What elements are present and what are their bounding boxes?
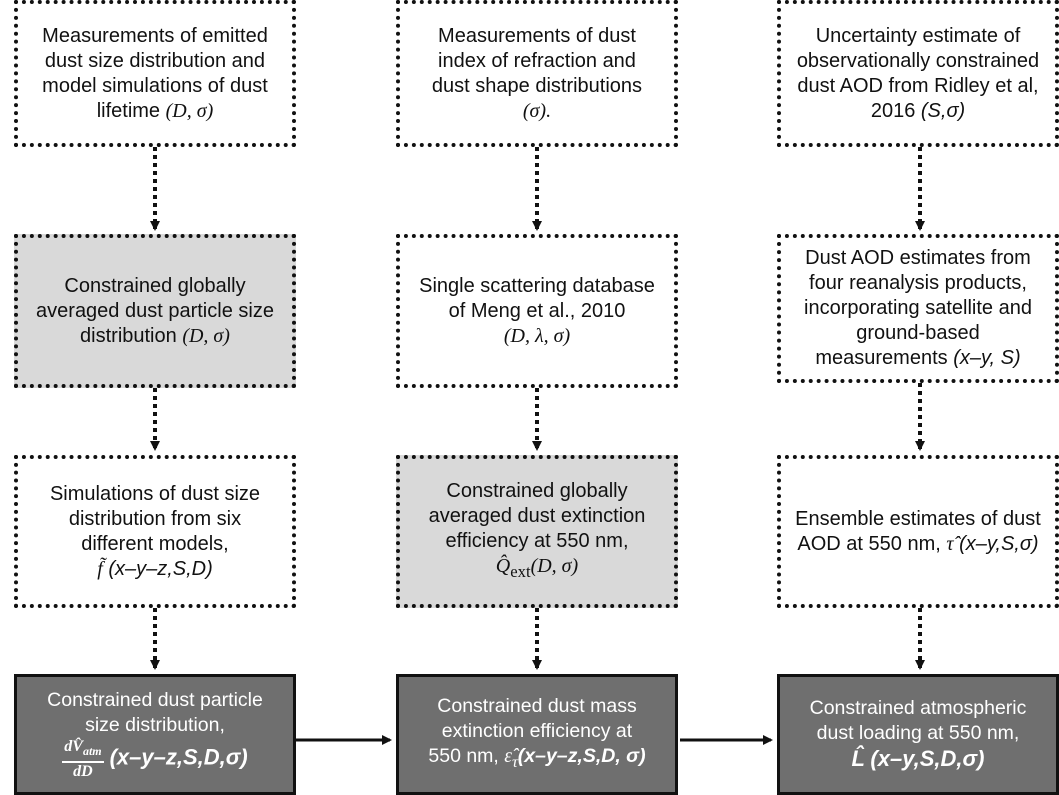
math-vars: (D, λ, σ)	[503, 324, 571, 347]
fraction: dV̂atm dD	[62, 738, 104, 780]
math-vars: (σ).	[522, 99, 552, 122]
text-line: Constrained globally	[64, 274, 246, 297]
math-symbol: Q̂	[495, 555, 511, 577]
math-vars: (D, σ)	[530, 555, 579, 577]
text-line: Constrained dust mass	[437, 695, 637, 718]
node-ensemble-aod: Ensemble estimates of dust AOD at 550 nm…	[777, 455, 1059, 608]
text-line: distribution	[80, 324, 177, 347]
text-line: averaged dust extinction	[428, 505, 646, 527]
text-line: size distribution,	[85, 714, 225, 737]
text-line: AOD at 550 nm,	[797, 532, 941, 555]
text-line: dust loading at 550 nm,	[816, 722, 1020, 744]
node-scattering-db: Single scattering database of Meng et al…	[396, 234, 678, 388]
text-line: Constrained atmospheric	[809, 697, 1027, 719]
node-psd-constrained: Constrained dust particle size distribut…	[14, 674, 296, 795]
text-line: ground-based	[856, 322, 980, 344]
node-extinction-global: Constrained globally averaged dust extin…	[396, 455, 678, 608]
text-line: averaged dust particle size	[36, 299, 274, 322]
node-refraction: Measurements of dust index of refraction…	[396, 0, 678, 147]
text-line: lifetime	[96, 99, 161, 122]
node-loading-constrained: Constrained atmospheric dust loading at …	[777, 674, 1059, 795]
text-line: 550 nm,	[428, 745, 499, 768]
math-vars: (x–y–z,S,D, σ)	[517, 745, 646, 768]
node-mee-constrained: Constrained dust mass extinction efficie…	[396, 674, 678, 795]
text-line: Measurements of dust	[438, 24, 636, 47]
math-symbol: f̃	[97, 557, 103, 580]
text-line: index of refraction and	[438, 49, 636, 72]
math-symbol: ε̂	[504, 746, 512, 768]
math-subscript: τ	[511, 752, 518, 771]
math-symbol: τ̂	[946, 532, 954, 555]
text-line: observationally constrained	[796, 49, 1040, 72]
fraction-subscript: atm	[82, 744, 102, 759]
math-vars: (D, σ)	[165, 99, 214, 122]
math-vars: (x–y,S,D,σ)	[870, 746, 985, 771]
math-vars: (x–y–z,S,D,σ)	[109, 744, 248, 770]
text-line: Single scattering database	[419, 274, 655, 297]
text-line: model simulations of dust	[42, 74, 268, 97]
text-line: four reanalysis products,	[809, 272, 1027, 294]
text-line: distribution from six	[68, 507, 242, 530]
text-line: 2016	[870, 99, 916, 122]
text-line: Ensemble estimates of dust	[795, 507, 1041, 530]
node-emitted-size: Measurements of emitted dust size distri…	[14, 0, 296, 147]
text-line: efficiency at 550 nm,	[445, 530, 629, 552]
math-vars: (D, σ)	[182, 324, 230, 347]
text-line: Simulations of dust size	[49, 482, 261, 505]
math-vars: (x–y–z,S,D)	[108, 557, 213, 580]
text-line: Constrained globally	[446, 480, 628, 502]
text-line: different models,	[81, 532, 229, 555]
node-psd-global: Constrained globally averaged dust parti…	[14, 234, 296, 388]
fraction-denominator: dD	[73, 762, 93, 780]
math-vars: (x–y, S)	[953, 347, 1021, 369]
node-aod-reanalysis: Dust AOD estimates from four reanalysis …	[777, 234, 1059, 383]
text-line: dust shape distributions	[431, 74, 643, 97]
text-line: measurements	[815, 347, 948, 369]
text-line: dust AOD from Ridley et al,	[797, 74, 1039, 97]
text-line: Constrained dust particle	[47, 689, 263, 712]
fraction-numerator: dV̂	[64, 738, 83, 756]
text-line: Dust AOD estimates from	[805, 247, 1031, 269]
text-line: emitted	[202, 24, 268, 47]
text-line: extinction efficiency at	[441, 720, 633, 743]
math-vars: (S,σ)	[920, 99, 966, 122]
text-line: of Meng et al., 2010	[448, 299, 626, 322]
text-line: incorporating satellite and	[804, 297, 1032, 319]
text-line: Measurements of	[42, 24, 197, 47]
node-simulations: Simulations of dust size distribution fr…	[14, 455, 296, 608]
node-uncertainty: Uncertainty estimate of observationally …	[777, 0, 1059, 147]
math-subscript: ext	[510, 562, 531, 581]
math-symbol: L̂	[851, 746, 865, 771]
text-line: Uncertainty estimate of	[815, 24, 1021, 47]
text-line: dust size distribution and	[44, 49, 266, 72]
math-vars: (x–y,S,σ)	[959, 532, 1039, 555]
